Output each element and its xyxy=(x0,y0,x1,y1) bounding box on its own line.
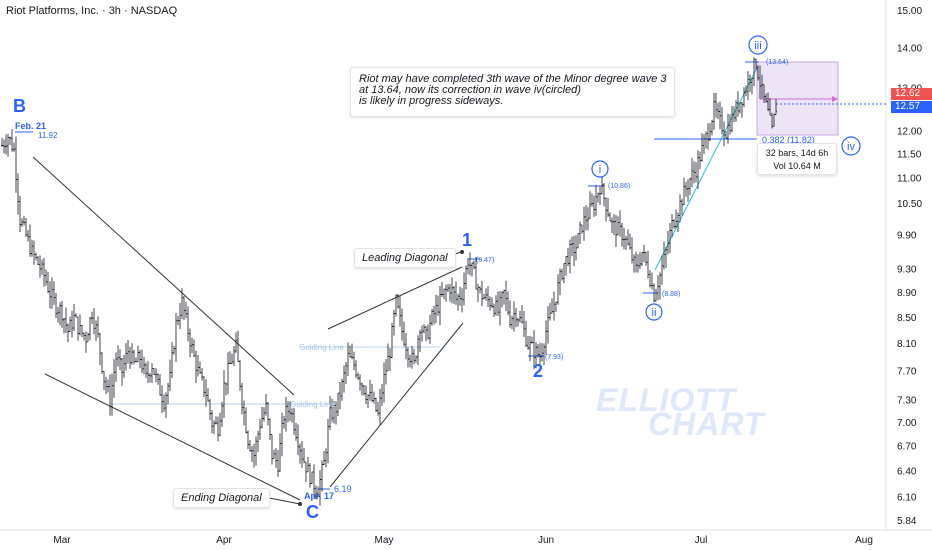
wave-ii-label: ii xyxy=(652,307,657,319)
wave-ii-price: (8.88) xyxy=(662,291,680,298)
y-tick-label: 11.50 xyxy=(897,150,922,161)
range-bars: 32 bars, 14d 6h xyxy=(765,148,829,158)
wave-i-label: i xyxy=(599,164,601,176)
ending-diagonal-lower[interactable] xyxy=(44,373,301,501)
y-tick-label: 11.00 xyxy=(897,174,922,185)
y-tick-label: 8.10 xyxy=(897,339,917,350)
wave-c-date: Apr. 17 xyxy=(304,491,334,501)
fib-label: 0.382 (11.82) xyxy=(762,135,815,145)
x-tick-label: Aug xyxy=(855,535,873,546)
ending-diagonal-label[interactable]: Ending Diagonal xyxy=(173,488,270,508)
leading-diagonal-lower[interactable] xyxy=(329,322,464,488)
y-tick-label: 10.50 xyxy=(897,199,922,210)
wave-2-price: (7.93) xyxy=(545,354,563,361)
y-tick-label: 15.00 xyxy=(897,6,922,17)
leading-diagonal-label[interactable]: Leading Diagonal xyxy=(354,248,456,268)
y-tick-label: 6.40 xyxy=(897,466,917,477)
wave-c-price: 6.19 xyxy=(334,484,352,494)
watermark-elliott: ELLIOTT xyxy=(596,382,737,418)
leading-diagonal-upper[interactable] xyxy=(327,266,463,330)
wave-iv-arrow-head xyxy=(832,96,838,102)
analysis-note[interactable]: Riot may have completed 3th wave of the … xyxy=(350,67,675,117)
y-tick-label: 9.30 xyxy=(897,264,917,275)
range-info-box: 32 bars, 14d 6h Vol 10.64 M xyxy=(757,143,837,175)
wave-c-label: C xyxy=(306,502,319,522)
y-axis-ticks: 15.0014.0013.0012.0011.5011.0010.509.909… xyxy=(897,6,922,527)
x-tick-label: Jul xyxy=(695,535,708,546)
guiding-line-label-2: Guiding Line xyxy=(290,400,335,409)
x-tick-label: Mar xyxy=(53,535,71,546)
chart-title: Riot Platforms, Inc. · 3h · NASDAQ xyxy=(6,5,178,17)
ending-diagonal-pointer-line xyxy=(263,496,301,505)
y-tick-label: 12.00 xyxy=(897,127,922,138)
y-tick-label: 7.30 xyxy=(897,395,917,406)
y-tick-label: 9.90 xyxy=(897,231,917,242)
wave-b-label: B xyxy=(13,96,26,116)
note-line-3: is likely in progress sideways. xyxy=(359,95,504,107)
candlestick-series xyxy=(1,57,777,506)
ending-diagonal-upper[interactable] xyxy=(32,156,295,396)
y-tick-label: 8.90 xyxy=(897,288,917,299)
price-tag-blue: 12.57 xyxy=(891,101,932,113)
x-tick-label: May xyxy=(375,535,394,546)
y-tick-label: 6.10 xyxy=(897,492,917,503)
guiding-line-label-1: Guiding Line xyxy=(299,343,344,352)
y-tick-label: 6.70 xyxy=(897,442,917,453)
wave-iii-price: (13.64) xyxy=(766,59,788,66)
y-tick-label: 5.84 xyxy=(897,516,917,527)
watermark-chart: CHART xyxy=(648,406,765,442)
x-axis-ticks: Mar Apr May Jun Jul Aug xyxy=(53,535,873,546)
wave-1-price: (9.47) xyxy=(476,257,494,264)
y-tick-label: 14.00 xyxy=(897,43,922,54)
wave-iv-circle xyxy=(841,136,861,156)
y-tick-label: 7.00 xyxy=(897,418,917,429)
note-line-2: at 13.64, now its correction in wave iv(… xyxy=(359,84,581,96)
wave-1-label: 1 xyxy=(462,230,472,250)
range-volume: Vol 10.64 M xyxy=(773,161,821,171)
x-tick-label: Apr xyxy=(216,535,232,546)
y-tick-label: 8.50 xyxy=(897,313,917,324)
wave-iii-circle xyxy=(748,35,768,55)
wave-b-date: Feb. 21 xyxy=(15,121,46,131)
wave-i-circle xyxy=(591,160,609,178)
x-tick-label: Jun xyxy=(538,535,554,546)
wave-ii-circle xyxy=(645,303,663,321)
wave-b-price: 11.92 xyxy=(38,131,58,140)
wave-2-label: 2 xyxy=(533,361,543,381)
note-line-1: Riot may have completed 3th wave of the … xyxy=(359,73,667,85)
price-tag-red: 12.62 xyxy=(891,88,932,100)
y-tick-label: 7.70 xyxy=(897,367,917,378)
wave-i-price: (10.86) xyxy=(608,183,630,190)
wave-iii-label: iii xyxy=(754,40,761,52)
wave-iv-label: iv xyxy=(847,141,855,153)
